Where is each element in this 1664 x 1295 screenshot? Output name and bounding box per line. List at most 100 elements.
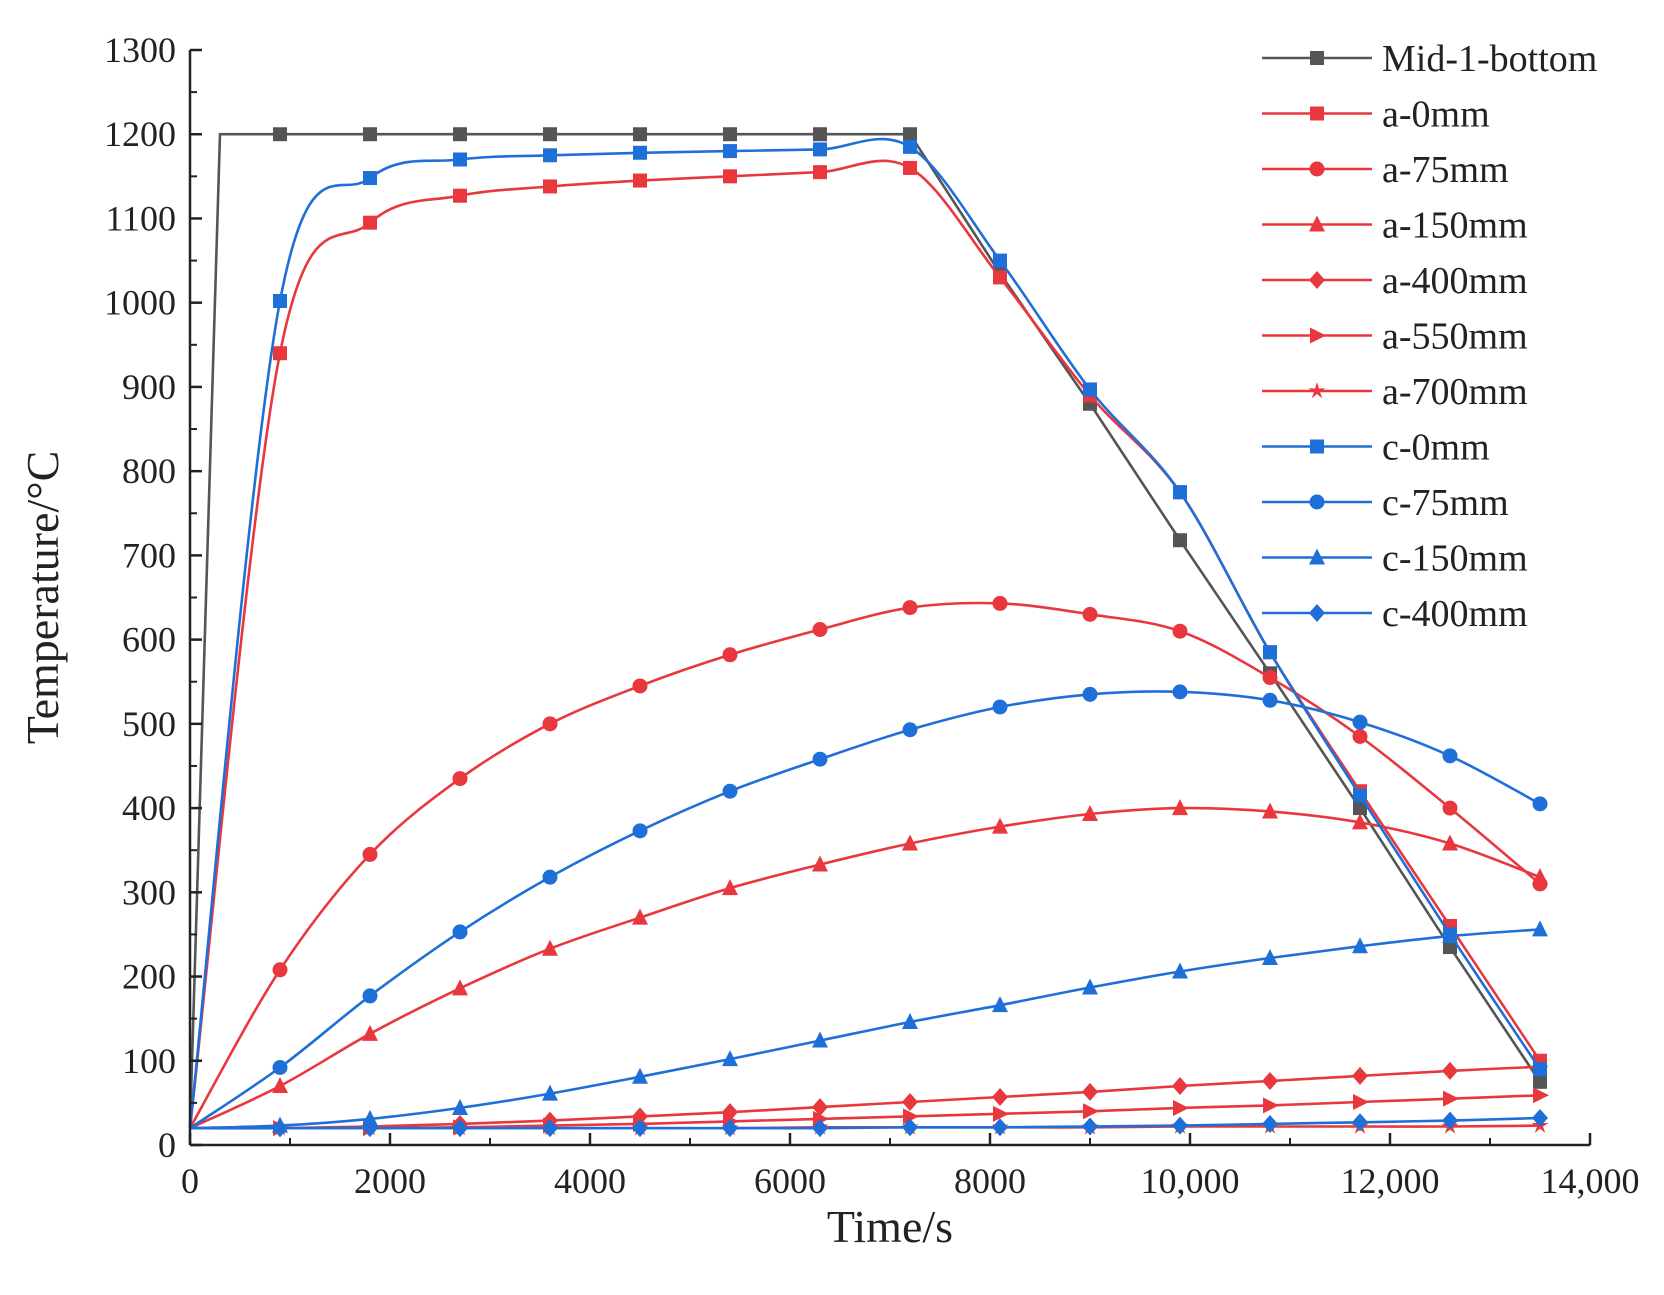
data-point-a-550mm [1533, 1087, 1549, 1104]
legend-item-a-700mm: a-700mm [1262, 371, 1528, 413]
x-tick-label: 6000 [754, 1161, 826, 1201]
x-tick-label: 0 [181, 1161, 199, 1201]
data-point-c-0mm [1263, 645, 1277, 660]
y-tick-label: 500 [122, 704, 176, 744]
data-point-a-75mm [452, 771, 468, 787]
data-point-mid-1-bottom [273, 127, 287, 142]
y-tick-label: 1100 [105, 198, 176, 238]
y-tick-label: 900 [122, 367, 176, 407]
data-point-a-75mm [1082, 606, 1098, 622]
data-point-a-150mm [1442, 834, 1458, 851]
data-point-mid-1-bottom [1533, 1074, 1547, 1089]
data-point-a-400mm [1172, 1077, 1188, 1096]
legend-item-a-75mm: a-75mm [1262, 149, 1509, 191]
series-layer [188, 127, 1549, 1138]
legend-marker-c-400mm [1309, 604, 1325, 622]
data-point-mid-1-bottom [1173, 533, 1187, 548]
data-point-a-400mm [902, 1093, 918, 1112]
data-point-c-0mm [363, 171, 377, 186]
data-point-a-75mm [1172, 623, 1188, 639]
data-point-a-75mm [1442, 800, 1458, 816]
y-tick-label: 800 [122, 451, 176, 491]
data-point-mid-1-bottom [363, 127, 377, 142]
data-point-a-0mm [273, 346, 287, 361]
legend-item-c-0mm: c-0mm [1262, 427, 1490, 469]
data-point-a-75mm [1352, 728, 1368, 744]
series-c-75mm [189, 684, 1548, 1130]
y-tick-label: 400 [122, 788, 176, 828]
data-point-c-400mm [722, 1119, 738, 1138]
legend-label-a-75mm: a-75mm [1382, 149, 1509, 191]
legend-item-c-150mm: c-150mm [1262, 538, 1528, 580]
data-point-c-400mm [1442, 1111, 1458, 1130]
legend-item-a-550mm: a-550mm [1262, 316, 1528, 358]
data-point-c-75mm [362, 988, 378, 1004]
data-point-c-0mm [543, 148, 557, 163]
data-point-a-75mm [722, 647, 738, 663]
x-tick-label: 10,000 [1141, 1161, 1240, 1201]
data-point-a-0mm [633, 173, 647, 188]
data-point-a-150mm [1172, 799, 1188, 816]
legend: Mid-1-bottom a-0mm a-75mm a-150mm a-400mm a-5… [1262, 38, 1597, 635]
data-point-c-150mm [362, 1109, 378, 1126]
data-point-c-0mm [1173, 485, 1187, 500]
legend-label-c-0mm: c-0mm [1382, 427, 1490, 469]
data-point-mid-1-bottom [633, 127, 647, 142]
data-point-c-75mm [812, 751, 828, 767]
data-point-c-150mm [1532, 920, 1548, 937]
y-tick-label: 1300 [104, 30, 176, 70]
legend-label-a-150mm: a-150mm [1382, 205, 1528, 247]
legend-item-c-75mm: c-75mm [1262, 482, 1509, 524]
data-point-c-150mm [1262, 949, 1278, 966]
legend-label-a-400mm: a-400mm [1382, 260, 1528, 302]
data-point-c-400mm [812, 1119, 828, 1138]
data-point-c-0mm [903, 139, 917, 154]
data-point-a-150mm [1262, 802, 1278, 819]
data-point-a-550mm [1263, 1097, 1279, 1114]
legend-label-a-550mm: a-550mm [1382, 316, 1528, 358]
y-tick-label: 1200 [104, 114, 176, 154]
data-point-c-75mm [902, 722, 918, 738]
legend-item-a-0mm: a-0mm [1262, 94, 1490, 136]
data-point-a-150mm [272, 1077, 288, 1094]
data-point-c-150mm [1442, 927, 1458, 944]
x-tick-label: 12,000 [1341, 1161, 1440, 1201]
data-point-a-150mm [1082, 804, 1098, 821]
data-point-mid-1-bottom [453, 127, 467, 142]
data-point-c-150mm [542, 1084, 558, 1101]
data-point-c-0mm [273, 294, 287, 309]
data-point-a-550mm [1443, 1090, 1459, 1107]
data-point-a-150mm [452, 979, 468, 996]
data-point-a-0mm [363, 215, 377, 230]
data-point-c-0mm [723, 144, 737, 159]
data-point-c-400mm [632, 1119, 648, 1138]
data-point-c-150mm [722, 1050, 738, 1067]
x-tick-label: 8000 [954, 1161, 1026, 1201]
data-point-c-0mm [633, 145, 647, 160]
data-point-mid-1-bottom [813, 127, 827, 142]
data-point-a-75mm [812, 622, 828, 638]
series-line-c-400mm [190, 1116, 1541, 1130]
series-c-0mm [188, 137, 1547, 1129]
data-point-a-400mm [1262, 1071, 1278, 1090]
y-axis-title: Temperature/°C [17, 451, 68, 745]
data-point-a-75mm [632, 678, 648, 694]
data-point-a-400mm [992, 1087, 1008, 1106]
data-point-a-75mm [542, 716, 558, 732]
data-point-a-0mm [813, 165, 827, 180]
data-point-a-400mm [812, 1098, 828, 1117]
legend-item-a-150mm: a-150mm [1262, 205, 1528, 247]
series-line-c-75mm [189, 690, 1541, 1130]
data-point-c-400mm [902, 1118, 918, 1137]
data-point-a-75mm [1262, 670, 1278, 686]
data-point-c-400mm [1532, 1109, 1548, 1128]
data-point-c-75mm [542, 869, 558, 885]
y-tick-label: 0 [158, 1125, 176, 1165]
data-point-c-75mm [1082, 686, 1098, 702]
data-point-c-0mm [1083, 382, 1097, 397]
legend-marker-a-400mm [1309, 271, 1325, 289]
series-line-a-0mm [188, 159, 1542, 1129]
data-point-a-75mm [992, 595, 1008, 611]
data-point-c-75mm [1532, 796, 1548, 812]
data-point-a-150mm [1532, 868, 1548, 885]
